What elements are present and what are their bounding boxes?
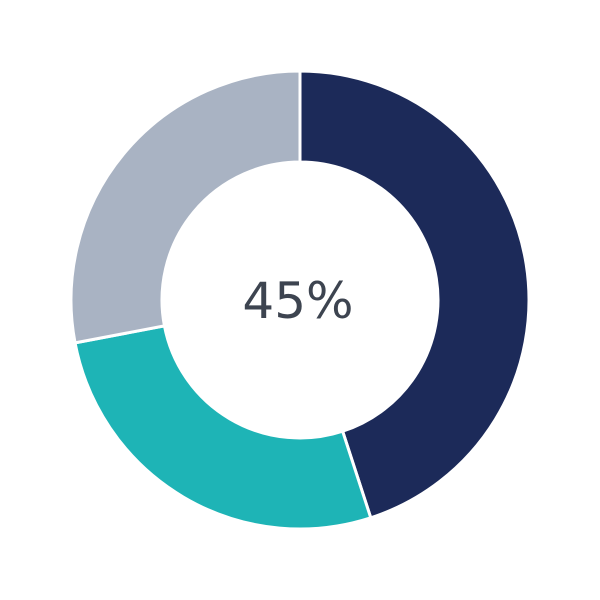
slice-2 [69, 69, 302, 345]
slice-0 [298, 69, 531, 520]
slice-1 [73, 324, 373, 531]
center-label: 45% [242, 272, 353, 330]
slices [69, 69, 531, 531]
